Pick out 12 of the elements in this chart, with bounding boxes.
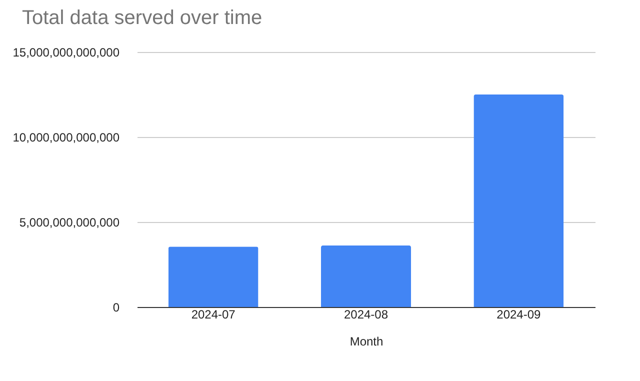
- y-tick-label: 15,000,000,000,000: [12, 46, 120, 60]
- x-axis-title: Month: [350, 334, 384, 348]
- bar: [474, 94, 564, 307]
- chart-title: Total data served over time: [22, 7, 262, 29]
- x-tick-label: 2024-09: [496, 308, 542, 322]
- x-tick-label: 2024-07: [191, 308, 236, 322]
- x-tick-label: 2024-08: [344, 308, 388, 322]
- bar: [168, 246, 258, 307]
- y-tick-label: 0: [112, 300, 120, 314]
- y-tick-label: 5,000,000,000,000: [19, 216, 120, 230]
- bar: [321, 245, 411, 307]
- y-tick-label: 10,000,000,000,000: [12, 130, 120, 144]
